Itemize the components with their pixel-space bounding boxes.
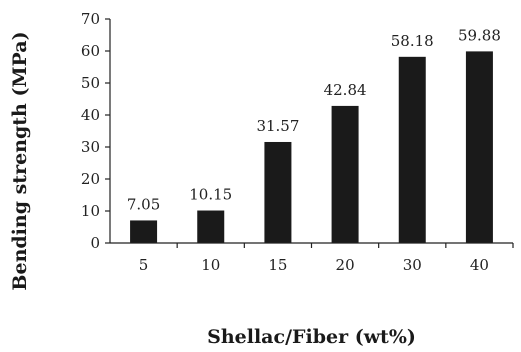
y-tick-label: 60 (81, 42, 100, 60)
x-axis-ticks: 5 10 15 20 30 40 (139, 243, 514, 274)
y-tick-label: 10 (81, 202, 100, 220)
data-label-30: 58.18 (391, 32, 434, 50)
data-label-40: 59.88 (458, 26, 501, 44)
y-tick-label: 0 (90, 234, 100, 252)
y-tick-label: 30 (81, 138, 100, 156)
bar-10 (197, 210, 225, 243)
x-tick-label-5: 5 (139, 256, 149, 274)
y-tick-label: 20 (81, 170, 100, 188)
data-labels: 7.05 10.15 31.57 42.84 58.18 59.88 (127, 26, 501, 213)
x-tick-label-15: 15 (268, 256, 287, 274)
y-axis-title: Bending strength (MPa) (9, 31, 31, 290)
x-tick-label-40: 40 (470, 256, 489, 274)
x-tick-label-10: 10 (201, 256, 220, 274)
bar-40 (465, 51, 493, 243)
data-label-10: 10.15 (189, 186, 232, 204)
data-label-15: 31.57 (256, 117, 299, 135)
x-tick-label-30: 30 (403, 256, 422, 274)
bar-30 (398, 56, 426, 243)
x-tick-label-20: 20 (336, 256, 355, 274)
data-label-20: 42.84 (324, 81, 367, 99)
y-tick-label: 50 (81, 74, 100, 92)
data-label-5: 7.05 (127, 195, 160, 213)
bar-5 (130, 220, 158, 243)
y-axis-ticks: 0 10 20 30 40 50 60 70 (81, 10, 110, 252)
bar-20 (331, 105, 359, 243)
x-axis-title: Shellac/Fiber (wt%) (207, 326, 416, 348)
bars (130, 51, 493, 243)
bar-15 (264, 141, 292, 243)
y-tick-label: 40 (81, 106, 100, 124)
y-tick-label: 70 (81, 10, 100, 28)
